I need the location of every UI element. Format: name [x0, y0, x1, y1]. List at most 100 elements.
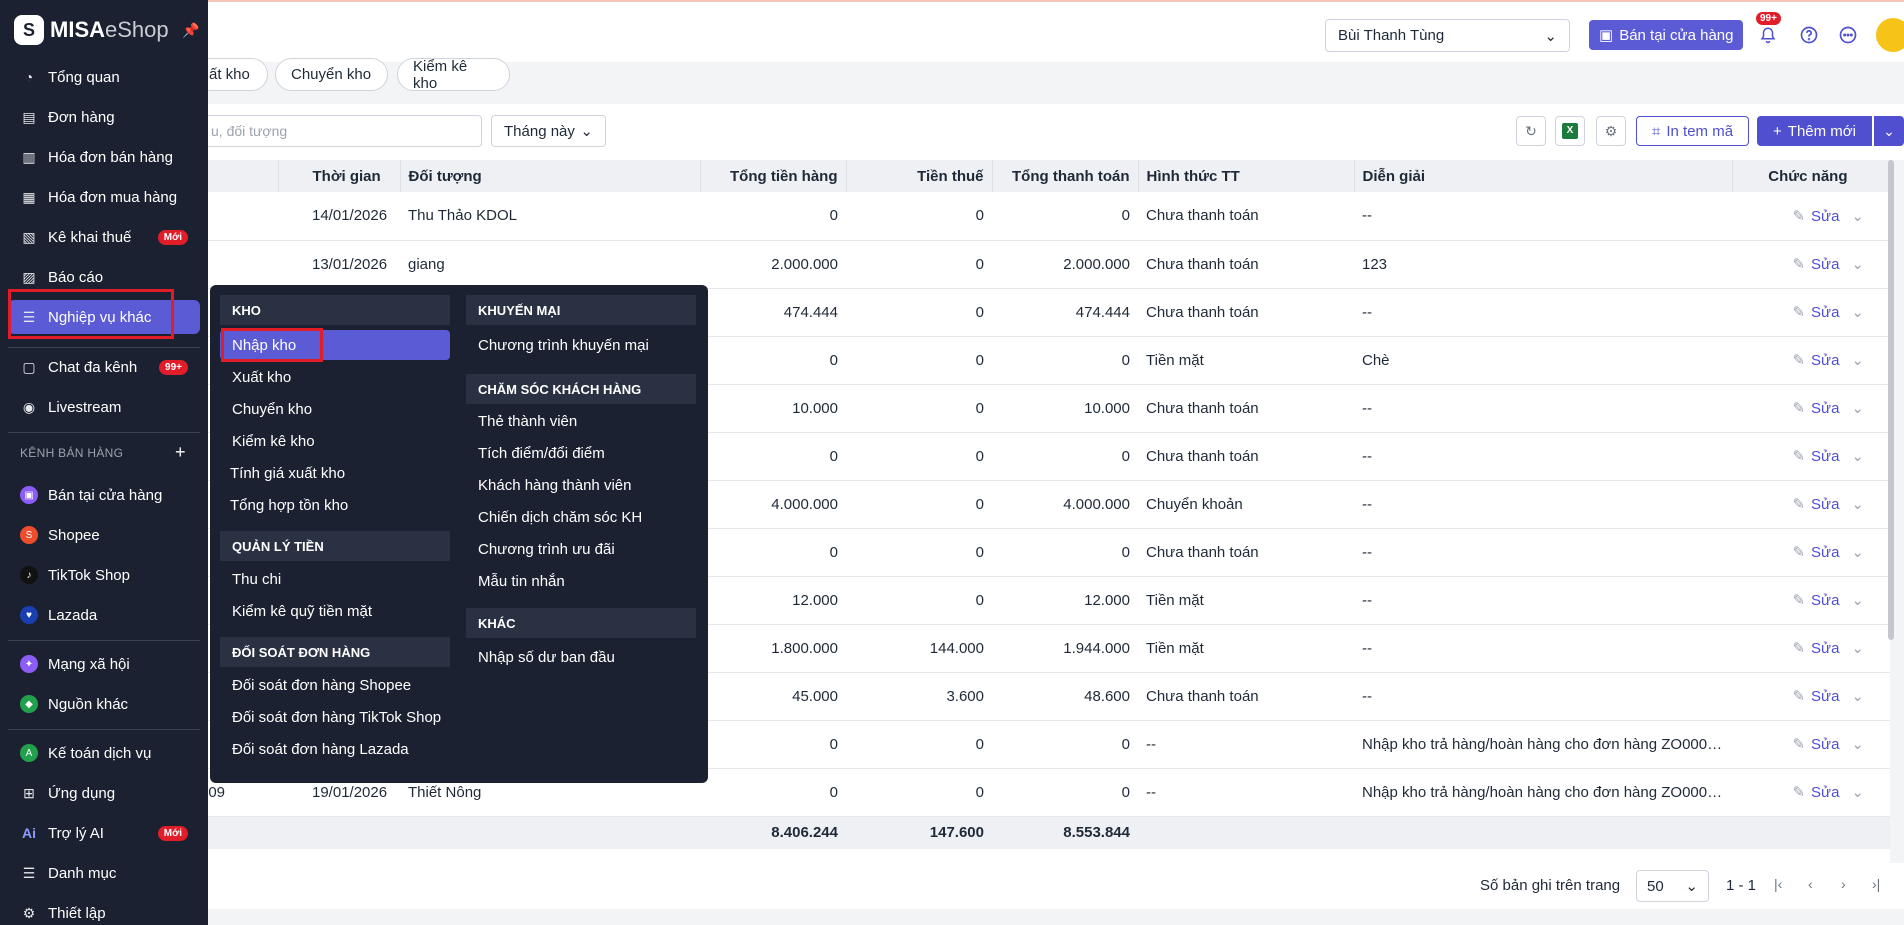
- edit-action[interactable]: ✎ Sửa ⌄: [1732, 720, 1890, 769]
- edit-action[interactable]: ✎ Sửa ⌄: [1732, 576, 1890, 625]
- menu-item-nhap-kho[interactable]: Nhập kho: [220, 330, 450, 360]
- period-select[interactable]: Tháng này ⌄: [491, 115, 606, 147]
- chevron-down-icon[interactable]: ⌄: [1851, 207, 1864, 225]
- sidebar-item-thiet-lap[interactable]: ⚙ Thiết lập: [8, 896, 200, 925]
- sidebar-item-don-hang[interactable]: ▤ Đơn hàng: [8, 100, 200, 134]
- sidebar-item-bao-cao[interactable]: ▨ Báo cáo: [8, 260, 200, 294]
- next-page-icon[interactable]: ›: [1841, 876, 1846, 892]
- edit-action[interactable]: ✎ Sửa ⌄: [1732, 384, 1890, 433]
- sidebar-item-hoa-don-ban[interactable]: ▥ Hóa đơn bán hàng: [8, 140, 200, 174]
- prev-page-icon[interactable]: ‹: [1808, 876, 1813, 892]
- edit-action[interactable]: ✎ Sửa ⌄: [1732, 336, 1890, 385]
- add-channel-icon[interactable]: +: [175, 442, 186, 462]
- more-icon[interactable]: [1836, 23, 1860, 47]
- refresh-icon[interactable]: ↻: [1516, 116, 1546, 146]
- menu-item-tinh-gia-xuat-kho[interactable]: Tính giá xuất kho: [230, 464, 346, 482]
- chevron-down-icon[interactable]: ⌄: [1851, 256, 1864, 273]
- user-select[interactable]: Bùi Thanh Tùng ⌄: [1325, 19, 1570, 52]
- menu-item-xuat-kho[interactable]: Xuất kho: [232, 368, 292, 386]
- chevron-down-icon[interactable]: ⌄: [1851, 784, 1864, 801]
- other-operations-menu: KHO Nhập kho Xuất kho Chuyển kho Kiểm kê…: [210, 285, 708, 783]
- cell-method: Chưa thanh toán: [1138, 432, 1354, 481]
- bell-icon[interactable]: [1756, 23, 1780, 47]
- sidebar-item-shopee[interactable]: S Shopee: [8, 518, 200, 552]
- edit-action[interactable]: ✎ Sửa ⌄: [1732, 432, 1890, 481]
- menu-item-chien-dich[interactable]: Chiến dịch chăm sóc KH: [478, 508, 643, 526]
- sidebar-item-mang-xa-hoi[interactable]: ✦ Mạng xã hội: [8, 647, 200, 681]
- chevron-down-icon[interactable]: ⌄: [1851, 736, 1864, 753]
- chevron-down-icon[interactable]: ⌄: [1851, 496, 1864, 513]
- tab-chuyen-kho[interactable]: Chuyển kho: [275, 58, 388, 91]
- sidebar-item-ung-dung[interactable]: ⊞ Ứng dụng: [8, 776, 200, 810]
- edit-action[interactable]: ✎ Sửa ⌄: [1732, 288, 1890, 337]
- table-row[interactable]: 14/01/2026 Thu Thảo KDOL 0 0 0 Chưa thanh toá…: [0, 192, 1890, 241]
- help-icon[interactable]: [1797, 23, 1821, 47]
- sidebar-item-ke-khai-thue[interactable]: ▧ Kê khai thuế Mới: [8, 220, 200, 254]
- table-header-row: Thời gian Đối tượng Tổng tiền hàng Tiền …: [0, 160, 1891, 192]
- cell-total: 0: [992, 432, 1138, 481]
- page-size-select[interactable]: 50 ⌄: [1636, 870, 1709, 902]
- menu-item-chuong-trinh-km[interactable]: Chương trình khuyến mại: [478, 336, 649, 354]
- edit-label: Sửa: [1811, 352, 1840, 369]
- sidebar-item-lazada[interactable]: ♥ Lazada: [8, 598, 200, 632]
- print-label-button[interactable]: ⌗ In tem mã: [1636, 116, 1749, 146]
- first-page-icon[interactable]: |‹: [1774, 876, 1783, 892]
- chevron-down-icon[interactable]: ⌄: [1851, 400, 1864, 417]
- menu-item-uu-dai[interactable]: Chương trình ưu đãi: [478, 540, 615, 558]
- pin-icon[interactable]: 📌: [182, 22, 200, 38]
- menu-item-doi-soat-tiktok[interactable]: Đối soát đơn hàng TikTok Shop: [232, 708, 442, 726]
- chevron-down-icon[interactable]: ⌄: [1851, 304, 1864, 321]
- avatar[interactable]: [1876, 18, 1904, 52]
- sidebar-item-tong-quan[interactable]: ◔ Tổng quan: [8, 60, 200, 94]
- chevron-down-icon[interactable]: ⌄: [1851, 640, 1864, 657]
- edit-action[interactable]: ✎ Sửa ⌄: [1732, 240, 1890, 289]
- menu-item-mau-tin-nhan[interactable]: Mẫu tin nhắn: [478, 572, 565, 590]
- cell-note: --: [1354, 576, 1732, 625]
- cell-goods: 4.000.000: [700, 480, 846, 529]
- table-row[interactable]: 13/01/2026 giang 2.000.000 0 2.000.000 Chưa t…: [0, 240, 1890, 289]
- edit-action[interactable]: ✎ Sửa ⌄: [1732, 624, 1890, 673]
- chevron-down-icon: ⌄: [1544, 27, 1557, 45]
- pos-button[interactable]: ▣ Bán tại cửa hàng: [1589, 20, 1744, 50]
- sidebar-item-tro-ly-ai[interactable]: Ai Trợ lý AI Mới: [8, 816, 200, 850]
- sidebar-item-nguon-khac[interactable]: ◆ Nguồn khác: [8, 687, 200, 721]
- menu-item-kiem-ke-kho[interactable]: Kiểm kê kho: [232, 432, 315, 450]
- sidebar-item-tiktok[interactable]: ♪ TikTok Shop: [8, 558, 200, 592]
- last-page-icon[interactable]: ›|: [1872, 876, 1881, 892]
- sidebar-item-nghiep-vu-khac[interactable]: ☰ Nghiệp vụ khác: [8, 300, 200, 334]
- add-options-button[interactable]: ⌄: [1874, 116, 1904, 146]
- sidebar-item-livestream[interactable]: ◉ Livestream: [8, 390, 200, 424]
- excel-icon[interactable]: X: [1555, 116, 1585, 146]
- sidebar-item-hoa-don-mua[interactable]: ▦ Hóa đơn mua hàng: [8, 180, 200, 214]
- chat-badge: 99+: [159, 359, 188, 375]
- gear-icon[interactable]: ⚙: [1596, 116, 1626, 146]
- chevron-down-icon[interactable]: ⌄: [1851, 448, 1864, 465]
- sidebar-item-danh-muc[interactable]: ☰ Danh mục: [8, 856, 200, 890]
- tab-kiem-ke-kho[interactable]: Kiểm kê kho: [397, 58, 510, 92]
- menu-item-the-thanh-vien[interactable]: Thẻ thành viên: [478, 412, 578, 430]
- menu-item-doi-soat-lazada[interactable]: Đối soát đơn hàng Lazada: [232, 740, 409, 758]
- sidebar-item-chat[interactable]: ▢ Chat đa kênh 99+: [8, 350, 200, 384]
- sidebar-item-ke-toan[interactable]: A Kế toán dịch vụ: [8, 736, 200, 770]
- edit-action[interactable]: ✎ Sửa ⌄: [1732, 672, 1890, 721]
- menu-item-thu-chi[interactable]: Thu chi: [232, 570, 282, 588]
- menu-item-kiem-ke-quy[interactable]: Kiểm kê quỹ tiền mặt: [232, 602, 373, 620]
- table-scrollbar[interactable]: [1888, 160, 1894, 640]
- chevron-down-icon[interactable]: ⌄: [1851, 544, 1864, 561]
- edit-action[interactable]: ✎ Sửa ⌄: [1732, 528, 1890, 577]
- menu-item-khach-hang-tv[interactable]: Khách hàng thành viên: [478, 476, 632, 494]
- menu-item-tich-diem[interactable]: Tích điểm/đổi điểm: [478, 444, 605, 462]
- misa-logo-icon: S: [14, 15, 44, 45]
- edit-action[interactable]: ✎ Sửa ⌄: [1732, 768, 1890, 817]
- chevron-down-icon[interactable]: ⌄: [1851, 592, 1864, 609]
- menu-item-tong-hop-ton-kho[interactable]: Tổng hợp tồn kho: [230, 496, 349, 514]
- chevron-down-icon[interactable]: ⌄: [1851, 352, 1864, 369]
- chevron-down-icon[interactable]: ⌄: [1851, 688, 1864, 705]
- add-new-button[interactable]: + Thêm mới: [1757, 116, 1872, 146]
- edit-action[interactable]: ✎ Sửa ⌄: [1732, 192, 1890, 241]
- sidebar-item-ban-tai-cua-hang[interactable]: ▣ Bán tại cửa hàng: [8, 478, 200, 512]
- menu-item-chuyen-kho[interactable]: Chuyển kho: [232, 400, 313, 418]
- menu-item-doi-soat-shopee[interactable]: Đối soát đơn hàng Shopee: [232, 676, 412, 694]
- menu-item-nhap-so-du[interactable]: Nhập số dư ban đầu: [478, 648, 615, 666]
- edit-action[interactable]: ✎ Sửa ⌄: [1732, 480, 1890, 529]
